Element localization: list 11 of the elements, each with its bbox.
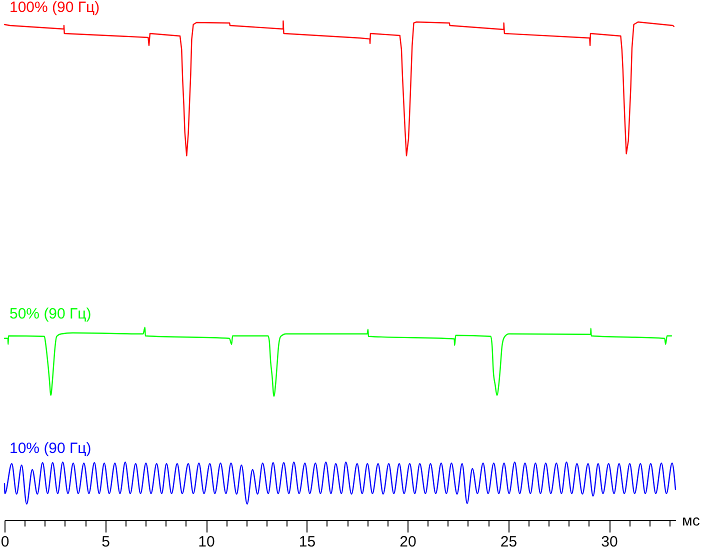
x-tick-label: 0 [0, 534, 10, 548]
x-tick-label: 10 [198, 534, 215, 548]
x-tick-label: 25 [500, 534, 518, 548]
series-label: 50% (90 Гц) [10, 305, 92, 322]
x-axis-title: мс [682, 512, 700, 530]
x-tick-label: 5 [102, 534, 110, 548]
x-tick-label: 30 [601, 534, 618, 548]
x-tick-label: 15 [298, 534, 316, 548]
x-tick-label: 20 [400, 534, 416, 548]
series-label: 100% (90 Гц) [10, 0, 100, 16]
series-label: 10% (90 Гц) [10, 440, 92, 458]
